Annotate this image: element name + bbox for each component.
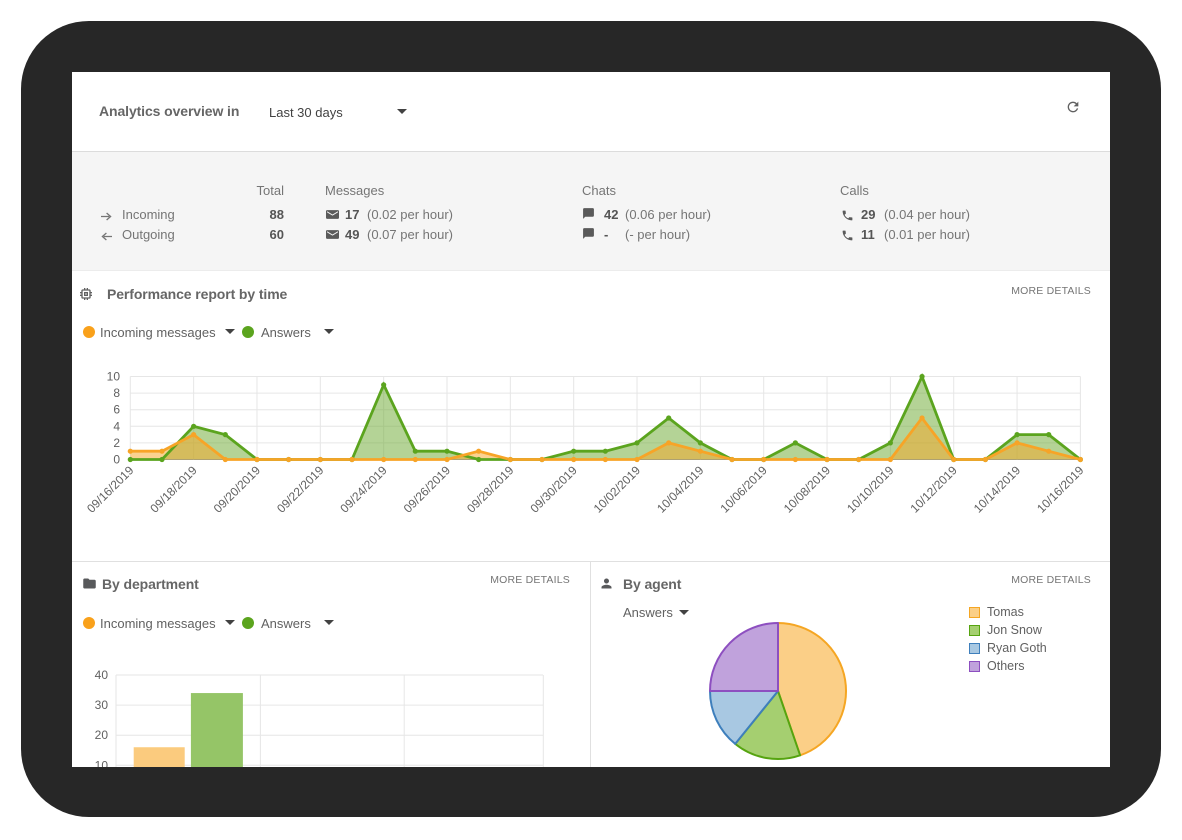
svg-text:10/08/2019: 10/08/2019 xyxy=(781,463,834,516)
svg-text:09/16/2019: 09/16/2019 xyxy=(84,463,137,516)
svg-text:8: 8 xyxy=(113,386,120,400)
svg-text:10/02/2019: 10/02/2019 xyxy=(591,463,644,516)
svg-text:10/06/2019: 10/06/2019 xyxy=(717,463,770,516)
svg-text:0: 0 xyxy=(113,453,120,467)
svg-text:4: 4 xyxy=(113,419,120,433)
svg-text:30: 30 xyxy=(95,698,109,712)
svg-text:09/20/2019: 09/20/2019 xyxy=(211,463,264,516)
svg-text:20: 20 xyxy=(95,728,109,742)
svg-text:40: 40 xyxy=(95,668,109,682)
svg-text:10/14/2019: 10/14/2019 xyxy=(971,463,1024,516)
svg-text:10/04/2019: 10/04/2019 xyxy=(654,463,707,516)
svg-text:10/16/2019: 10/16/2019 xyxy=(1034,463,1087,516)
svg-text:6: 6 xyxy=(113,403,120,417)
svg-text:10/12/2019: 10/12/2019 xyxy=(907,463,960,516)
svg-text:10: 10 xyxy=(95,758,109,767)
svg-text:2: 2 xyxy=(113,436,120,450)
svg-text:09/18/2019: 09/18/2019 xyxy=(147,463,200,516)
svg-text:09/24/2019: 09/24/2019 xyxy=(337,463,390,516)
svg-text:09/28/2019: 09/28/2019 xyxy=(464,463,517,516)
svg-text:09/30/2019: 09/30/2019 xyxy=(527,463,580,516)
svg-text:09/22/2019: 09/22/2019 xyxy=(274,463,327,516)
svg-text:10/10/2019: 10/10/2019 xyxy=(844,463,897,516)
svg-text:09/26/2019: 09/26/2019 xyxy=(401,463,454,516)
svg-text:10: 10 xyxy=(107,370,121,384)
